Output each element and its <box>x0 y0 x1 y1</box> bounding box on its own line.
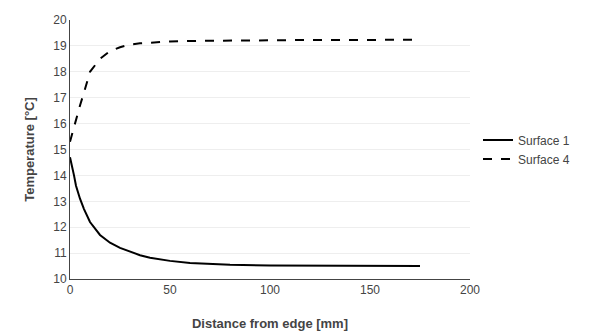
svg-text:19: 19 <box>53 39 67 53</box>
svg-text:Temperature [°C]: Temperature [°C] <box>22 97 37 202</box>
svg-text:0: 0 <box>67 283 74 297</box>
svg-text:50: 50 <box>163 283 177 297</box>
svg-text:14: 14 <box>53 169 67 183</box>
svg-text:Surface 4: Surface 4 <box>518 153 570 167</box>
svg-text:200: 200 <box>460 283 480 297</box>
svg-text:16: 16 <box>53 117 67 131</box>
svg-text:15: 15 <box>53 143 67 157</box>
svg-text:13: 13 <box>53 195 67 209</box>
svg-text:17: 17 <box>53 91 67 105</box>
svg-text:100: 100 <box>260 283 280 297</box>
svg-text:20: 20 <box>53 13 67 27</box>
svg-text:Surface 1: Surface 1 <box>518 134 570 148</box>
svg-text:10: 10 <box>53 272 67 286</box>
svg-text:Distance from edge [mm]: Distance from edge [mm] <box>192 316 348 331</box>
svg-text:18: 18 <box>53 65 67 79</box>
svg-text:11: 11 <box>54 246 67 260</box>
svg-text:12: 12 <box>53 220 67 234</box>
svg-text:150: 150 <box>360 283 380 297</box>
